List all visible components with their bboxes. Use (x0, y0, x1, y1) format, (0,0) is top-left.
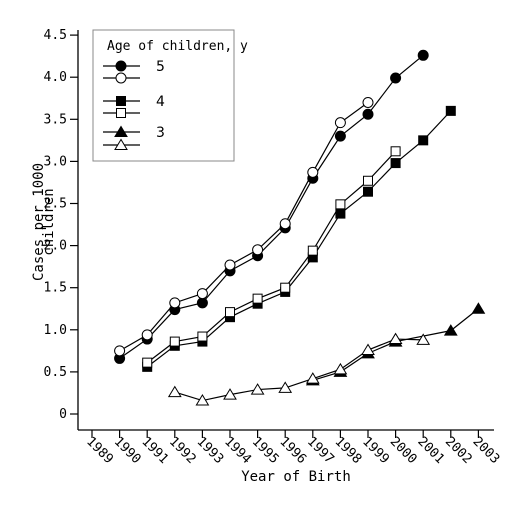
circle-point (252, 244, 264, 256)
y-axis-label-line1: Cases per 1000 (31, 163, 47, 281)
x-tick-label: 1999 (359, 434, 392, 467)
triangle-point (388, 332, 403, 345)
triangle-point (167, 385, 182, 398)
y-axis-label-line2: children (41, 188, 57, 255)
y-tick-label: 4.0 (44, 70, 67, 85)
y-tick-label: 4.5 (44, 28, 67, 43)
y-axis-label: Cases per 1000 children (31, 163, 57, 281)
x-tick-label: 2003 (470, 434, 503, 467)
square-point (418, 135, 429, 146)
legend-label: 3 (156, 125, 165, 141)
square-point (280, 282, 291, 293)
circle-point (390, 72, 402, 84)
series-line (174, 338, 424, 402)
x-axis-label: Year of Birth (241, 469, 351, 485)
circle-point (334, 117, 346, 129)
y-tick-label: 0.5 (44, 365, 67, 380)
legend-triangle-marker (114, 125, 128, 137)
circle-point (417, 49, 429, 61)
series-age-4-open (142, 146, 401, 368)
circle-point (169, 297, 181, 309)
square-point (363, 175, 373, 186)
series-line (119, 54, 424, 359)
circle-point (362, 96, 374, 108)
y-tick-label: 1.0 (44, 323, 67, 338)
circle-point (224, 259, 236, 271)
legend-box (92, 29, 235, 162)
x-tick-label: 2002 (442, 434, 475, 467)
square-point (142, 357, 153, 368)
circle-point (114, 345, 126, 357)
y-tick-label: 3.0 (44, 154, 67, 169)
x-tick-label: 1990 (111, 434, 144, 467)
circle-point (334, 130, 346, 142)
legend-entry-4: 4 (103, 94, 165, 118)
triangle-point (333, 362, 348, 375)
series-age-3-open (167, 332, 431, 406)
triangle-point (223, 388, 237, 400)
circle-point (196, 297, 208, 309)
x-tick-label: 1989 (83, 434, 116, 467)
circle-point (279, 218, 291, 230)
legend-entry-3: 3 (103, 125, 165, 150)
triangle-point (195, 394, 210, 406)
triangle-point (250, 383, 265, 395)
x-tick-label: 1992 (166, 434, 199, 467)
triangle-point (416, 333, 431, 345)
triangle-point (471, 302, 486, 314)
square-point (197, 331, 208, 342)
x-tick-label: 1991 (138, 434, 171, 467)
y-tick-label: 2.5 (44, 197, 67, 212)
circle-point (307, 166, 319, 178)
square-point (390, 158, 401, 169)
legend-square-marker (116, 108, 126, 118)
series-line (146, 150, 397, 364)
legend-triangle-marker (114, 138, 128, 150)
series-age-5-open (114, 96, 374, 357)
legend-label: 4 (156, 94, 165, 110)
circle-point (362, 108, 374, 120)
triangle-point (443, 324, 458, 336)
square-point (445, 105, 456, 116)
x-tick-label: 1993 (194, 434, 227, 467)
legend-label: 5 (156, 59, 165, 75)
legend-entry-5: 5 (103, 59, 165, 84)
x-tick-label: 1998 (332, 434, 365, 467)
legend-circle-marker (115, 60, 127, 72)
legend-circle-marker (115, 72, 127, 84)
square-point (363, 186, 373, 197)
legend: Age of children, y 5 4 3 (92, 29, 248, 162)
y-tick-label: 2.0 (44, 239, 67, 254)
square-point (390, 146, 401, 157)
y-tick-label: 0 (59, 407, 67, 422)
triangle-point (305, 372, 320, 384)
series-layer (114, 49, 486, 406)
series-line (119, 101, 369, 352)
x-tick-label: 2001 (414, 434, 447, 467)
x-tick-label: 2000 (387, 434, 420, 467)
square-point (225, 307, 235, 318)
legend-title: Age of children, y (107, 39, 248, 54)
triangle-point (278, 381, 293, 393)
square-point (169, 336, 180, 347)
square-point (307, 245, 318, 256)
y-tick-label: 1.5 (44, 281, 67, 296)
triangle-point (361, 343, 375, 356)
square-point (335, 199, 346, 210)
x-tick-label: 1997 (304, 434, 337, 467)
x-tick-label: 1994 (221, 434, 254, 467)
square-point (252, 293, 263, 304)
circle-point (141, 329, 153, 341)
x-tick-label: 1996 (276, 434, 309, 467)
y-tick-label: 3.5 (44, 112, 67, 127)
x-tick-label: 1995 (249, 434, 282, 467)
circle-point (196, 288, 208, 300)
legend-square-marker (116, 96, 126, 106)
